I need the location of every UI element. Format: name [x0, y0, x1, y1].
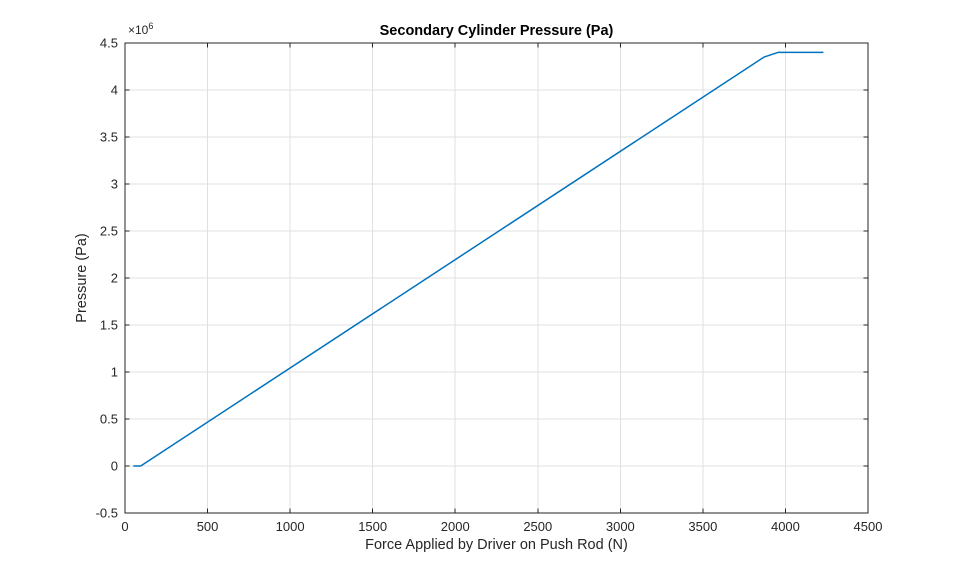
- y-tick-label: 1.5: [100, 318, 118, 333]
- x-tick-label: 4000: [771, 519, 800, 534]
- y-tick-label: 1: [111, 365, 118, 380]
- y-tick-label: -0.5: [96, 506, 118, 521]
- y-axis-exponent: ×106: [128, 21, 154, 38]
- y-tick-label: 0: [111, 459, 118, 474]
- y-tick-label: 0.5: [100, 412, 118, 427]
- y-axis-exponent-base: ×10: [128, 23, 149, 37]
- y-tick-label: 4: [111, 83, 118, 98]
- x-tick-label: 2000: [441, 519, 470, 534]
- y-axis-exponent-power: 6: [148, 21, 154, 31]
- pressure-line: [133, 51, 824, 467]
- y-tick-label: 2.5: [100, 224, 118, 239]
- x-tick-label: 500: [197, 519, 219, 534]
- x-tick-label: 1500: [358, 519, 387, 534]
- y-tick-label: 4.5: [100, 36, 118, 51]
- y-tick-label: 2: [111, 271, 118, 286]
- x-axis-label: Force Applied by Driver on Push Rod (N): [365, 537, 628, 553]
- x-tick-label: 0: [121, 519, 128, 534]
- x-tick-label: 2500: [523, 519, 552, 534]
- y-tick-label: 3.5: [100, 130, 118, 145]
- x-tick-label: 3000: [606, 519, 635, 534]
- chart-title: Secondary Cylinder Pressure (Pa): [379, 23, 614, 39]
- y-tick-label: 3: [111, 177, 118, 192]
- x-tick-label: 3500: [688, 519, 717, 534]
- x-tick-label: 1000: [276, 519, 305, 534]
- x-tick-label: 4500: [854, 519, 883, 534]
